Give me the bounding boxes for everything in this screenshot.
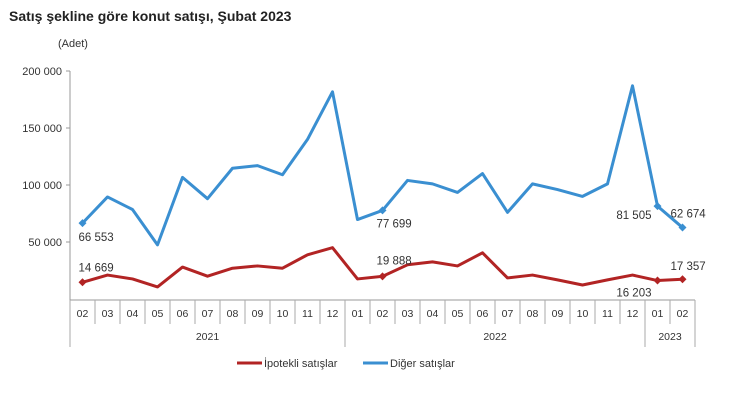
data-label: 17 357 xyxy=(671,261,706,273)
x-tick-label: 09 xyxy=(252,308,264,320)
data-marker xyxy=(678,275,687,284)
y-tick-label: 200 000 xyxy=(22,66,62,78)
x-tick-label: 10 xyxy=(577,308,589,320)
x-tick-label: 09 xyxy=(552,308,564,320)
legend-label: Diğer satışlar xyxy=(390,358,455,370)
data-label: 16 203 xyxy=(616,288,651,300)
data-marker xyxy=(678,223,687,232)
legend-label: İpotekli satışlar xyxy=(264,357,338,370)
y-tick-label: 100 000 xyxy=(22,180,62,192)
x-tick-label: 07 xyxy=(502,308,514,320)
x-tick-label: 08 xyxy=(227,308,239,320)
chart-title: Satış şekline göre konut satışı, Şubat 2… xyxy=(9,8,292,24)
x-tick-label: 02 xyxy=(677,308,689,320)
year-label: 2022 xyxy=(483,331,507,343)
x-tick-label: 12 xyxy=(627,308,639,320)
x-tick-label: 06 xyxy=(477,308,489,320)
data-marker xyxy=(78,278,87,287)
x-tick-label: 07 xyxy=(202,308,214,320)
x-tick-label: 02 xyxy=(377,308,389,320)
x-tick-label: 01 xyxy=(352,308,364,320)
x-tick-label: 11 xyxy=(602,308,613,320)
y-axis-label: (Adet) xyxy=(58,38,88,50)
x-tick-label: 10 xyxy=(277,308,289,320)
x-tick-label: 05 xyxy=(152,308,164,320)
year-label: 2023 xyxy=(658,331,682,343)
data-marker xyxy=(653,202,662,211)
y-tick-label: 150 000 xyxy=(22,123,62,135)
data-marker xyxy=(78,219,87,228)
x-tick-label: 12 xyxy=(327,308,339,320)
x-tick-label: 05 xyxy=(452,308,464,320)
x-tick-label: 02 xyxy=(77,308,89,320)
data-label: 66 553 xyxy=(79,232,114,244)
data-marker xyxy=(653,276,662,285)
data-label: 81 505 xyxy=(616,210,651,222)
x-tick-label: 04 xyxy=(127,308,139,320)
x-tick-label: 06 xyxy=(177,308,189,320)
x-tick-label: 11 xyxy=(302,308,313,320)
x-tick-label: 03 xyxy=(402,308,414,320)
y-tick-label: 50 000 xyxy=(28,237,62,249)
x-tick-label: 08 xyxy=(527,308,539,320)
data-label: 14 669 xyxy=(79,262,114,274)
x-tick-label: 04 xyxy=(427,308,439,320)
data-marker xyxy=(378,272,387,281)
year-label: 2021 xyxy=(196,331,220,343)
data-label: 62 674 xyxy=(671,209,707,221)
x-tick-label: 01 xyxy=(652,308,664,320)
data-marker xyxy=(378,206,387,215)
data-label: 19 888 xyxy=(377,255,412,267)
data-label: 77 699 xyxy=(377,218,412,230)
x-tick-label: 03 xyxy=(102,308,114,320)
